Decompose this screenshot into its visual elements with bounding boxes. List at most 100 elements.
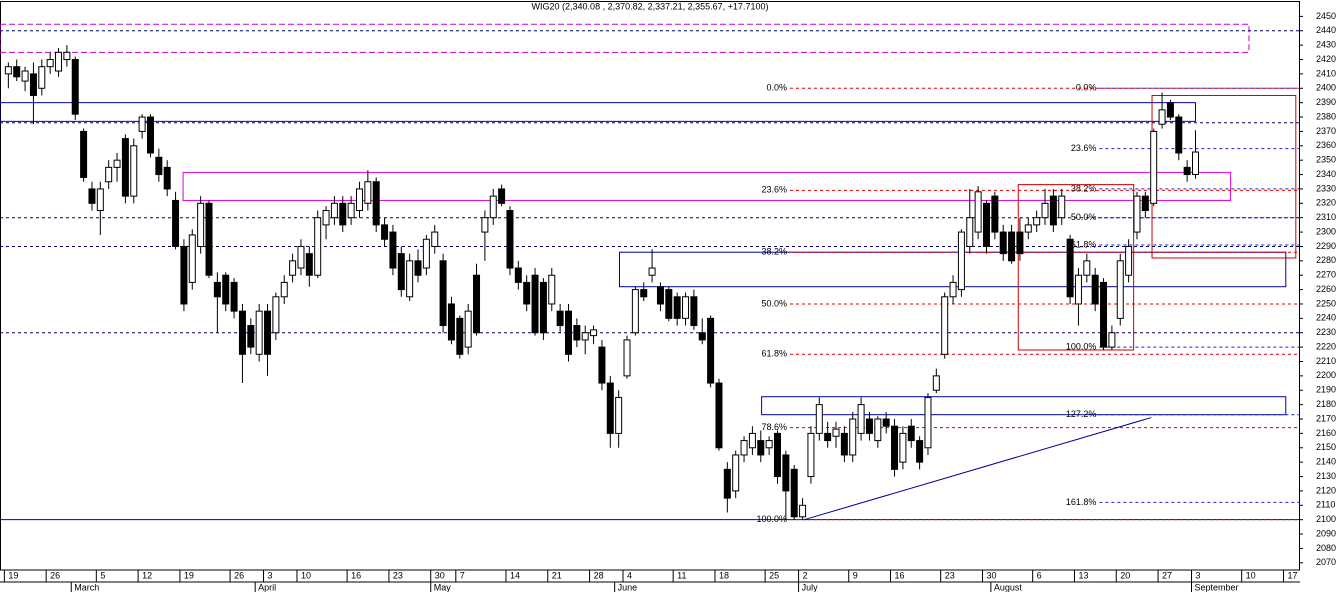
y-tick-label: 2110 <box>1316 500 1335 510</box>
candle-body <box>665 289 673 319</box>
y-tick-label: 2280 <box>1316 255 1336 265</box>
candle-body <box>882 418 890 427</box>
candle-body <box>322 210 330 226</box>
candle-body <box>581 332 589 341</box>
candle-body <box>1058 195 1066 219</box>
candle-body <box>29 73 37 96</box>
y-tick-label: 2070 <box>1316 557 1336 567</box>
candle-body <box>130 145 138 197</box>
candle-body <box>205 202 213 276</box>
y-tick-label: 2240 <box>1316 313 1336 323</box>
y-tick-label: 2370 <box>1316 126 1336 136</box>
candle-body <box>999 231 1007 255</box>
zone <box>0 102 1196 122</box>
chart-title: WIG20 (2,340.08 , 2,370.82, 2,337.21, 2,… <box>532 1 769 11</box>
candle-body <box>364 181 372 204</box>
candle-body <box>631 289 639 334</box>
candle-body <box>698 332 706 341</box>
candle-body <box>1125 245 1133 276</box>
candle-body <box>372 181 380 226</box>
x-tick-label: 23 <box>393 570 403 580</box>
fib-label: 61.8% <box>1071 239 1097 249</box>
fib-label: 61.8% <box>762 349 788 359</box>
candle-body <box>1141 195 1149 212</box>
y-tick-label: 2090 <box>1316 528 1336 538</box>
candle-body <box>280 281 288 298</box>
y-tick-label: 2410 <box>1316 68 1336 78</box>
y-tick-label: 2380 <box>1316 111 1336 121</box>
fib-label: 50.0% <box>762 298 788 308</box>
y-tick-label: 2120 <box>1316 485 1336 495</box>
fib-label: 100.0% <box>1066 341 1097 351</box>
month-label: March <box>74 582 99 592</box>
candle-body <box>255 310 263 355</box>
candle-body <box>197 202 205 247</box>
candle-body <box>213 281 221 298</box>
candle-body <box>1033 217 1041 226</box>
candle-body <box>907 425 915 442</box>
candle-body <box>146 116 154 154</box>
candle-body <box>640 289 648 298</box>
x-tick-label: 12 <box>142 570 152 580</box>
x-tick-label: 19 <box>184 570 194 580</box>
x-tick-label: 10 <box>1246 570 1256 580</box>
y-tick-label: 2310 <box>1316 212 1336 222</box>
candle-body <box>773 432 781 478</box>
y-tick-label: 2360 <box>1316 140 1336 150</box>
trendline <box>804 417 1152 521</box>
x-tick-label: 25 <box>769 570 779 580</box>
candle-body <box>916 440 924 463</box>
candle-body <box>381 224 389 240</box>
candle-body <box>330 202 338 219</box>
candle-body <box>506 210 514 269</box>
candle-body <box>1049 195 1057 226</box>
candle-body <box>297 245 305 269</box>
candle-body <box>874 418 882 442</box>
y-tick-label: 2440 <box>1316 25 1336 35</box>
candle-body <box>1108 332 1116 348</box>
y-tick-label: 2270 <box>1316 270 1336 280</box>
candle-body <box>113 159 121 168</box>
candle-body <box>1091 274 1099 305</box>
y-tick-label: 2200 <box>1316 370 1336 380</box>
fib-label: 23.6% <box>1071 143 1097 153</box>
candle-body <box>924 396 932 449</box>
candle-body <box>1175 116 1183 154</box>
candle-body <box>473 274 481 334</box>
x-tick-label: 26 <box>50 570 60 580</box>
month-label: September <box>1194 582 1238 592</box>
candle-body <box>1016 231 1024 255</box>
candle-body <box>1041 202 1049 219</box>
candle-body <box>355 188 363 212</box>
x-tick-label: 20 <box>1120 570 1130 580</box>
y-tick-label: 2340 <box>1316 169 1336 179</box>
candle-body <box>55 51 63 72</box>
candle-body <box>406 260 414 298</box>
candle-body <box>782 454 790 492</box>
candle-body <box>163 166 171 190</box>
candle-body <box>397 253 405 291</box>
fib-label: 38.2% <box>1071 183 1097 193</box>
candle-body <box>105 166 113 183</box>
x-tick-label: 4 <box>627 570 632 580</box>
x-tick-label: 3 <box>1195 570 1200 580</box>
candle-body <box>489 195 497 219</box>
y-tick-label: 2220 <box>1316 341 1336 351</box>
candle-body <box>548 274 556 305</box>
candle-body <box>623 339 631 377</box>
candle-body <box>799 504 807 518</box>
candle-body <box>222 274 230 305</box>
candle-body <box>932 375 940 391</box>
candle-body <box>648 267 656 276</box>
x-tick-label: 13 <box>1078 570 1088 580</box>
candle-body <box>230 281 238 312</box>
fib-label: 161.8% <box>1066 497 1097 507</box>
x-tick-label: 28 <box>594 570 604 580</box>
candle-body <box>740 440 748 456</box>
candle-body <box>1133 195 1141 233</box>
y-tick-label: 2160 <box>1316 428 1336 438</box>
y-tick-label: 2130 <box>1316 471 1336 481</box>
candle-body <box>180 245 188 305</box>
y-tick-label: 2230 <box>1316 327 1336 337</box>
